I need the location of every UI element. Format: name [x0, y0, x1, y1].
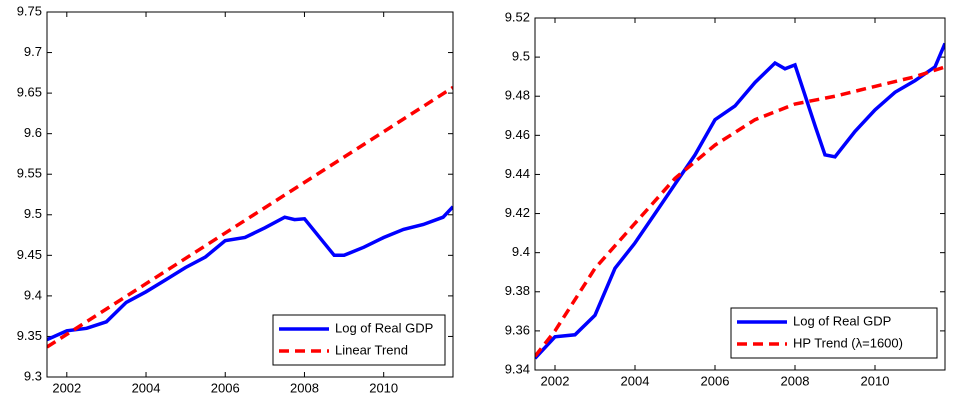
y-tick-label: 9.35 [17, 328, 42, 343]
y-tick-label: 9.3 [24, 368, 42, 383]
x-tick-label: 2002 [52, 380, 81, 395]
legend-box [730, 307, 938, 359]
y-tick-label: 9.6 [24, 125, 42, 140]
x-tick-label: 2008 [781, 373, 810, 388]
x-tick-label: 2010 [861, 373, 890, 388]
y-tick-label: 9.75 [17, 3, 42, 18]
y-tick-label: 9.5 [24, 206, 42, 221]
legend-label: Log of Real GDP [793, 313, 891, 328]
series-line [535, 42, 945, 360]
x-tick-label: 2006 [211, 380, 240, 395]
frame [46, 11, 454, 378]
x-tick-label: 2008 [290, 380, 319, 395]
y-tick-label: 9.7 [24, 44, 42, 59]
y-tick-label: 9.48 [505, 88, 530, 103]
legend-label: Log of Real GDP [335, 320, 433, 335]
y-tick-label: 9.65 [17, 85, 42, 100]
series-line [47, 85, 453, 349]
y-tick-label: 9.46 [505, 127, 530, 142]
y-tick-label: 9.34 [505, 361, 530, 376]
x-tick-label: 2010 [369, 380, 398, 395]
y-tick-label: 9.44 [505, 166, 530, 181]
frame [534, 17, 946, 371]
legend-label: HP Trend (λ=1600) [793, 335, 903, 350]
y-tick-label: 9.45 [17, 247, 42, 262]
y-tick-label: 9.5 [512, 49, 530, 64]
x-tick-label: 2006 [701, 373, 730, 388]
x-tick-label: 2004 [132, 380, 161, 395]
legend: Log of Real GDP Linear Trend [272, 314, 446, 366]
y-tick-label: 9.55 [17, 166, 42, 181]
y-tick-label: 9.52 [505, 9, 530, 24]
legend-box [272, 314, 446, 366]
legend: Log of Real GDP HP Trend (λ=1600) [730, 307, 938, 359]
y-tick-label: 9.4 [24, 287, 42, 302]
legend-label: Linear Trend [335, 342, 408, 357]
y-tick-label: 9.38 [505, 283, 530, 298]
x-tick-label: 2004 [621, 373, 650, 388]
chart: 9.3 9.35 9.4 9.45 9.5 9.55 9.6 9.65 9.7 9.75 2002 2… [17, 3, 454, 395]
y-tick-label: 9.4 [512, 244, 530, 259]
y-tick-label: 9.36 [505, 322, 530, 337]
series-line [47, 205, 453, 342]
x-tick-label: 2002 [541, 373, 570, 388]
y-tick-label: 9.42 [505, 205, 530, 220]
chart: 9.34 9.36 9.38 9.4 9.42 9.44 9.46 9.48 9.5 9.52 20… [505, 9, 946, 388]
